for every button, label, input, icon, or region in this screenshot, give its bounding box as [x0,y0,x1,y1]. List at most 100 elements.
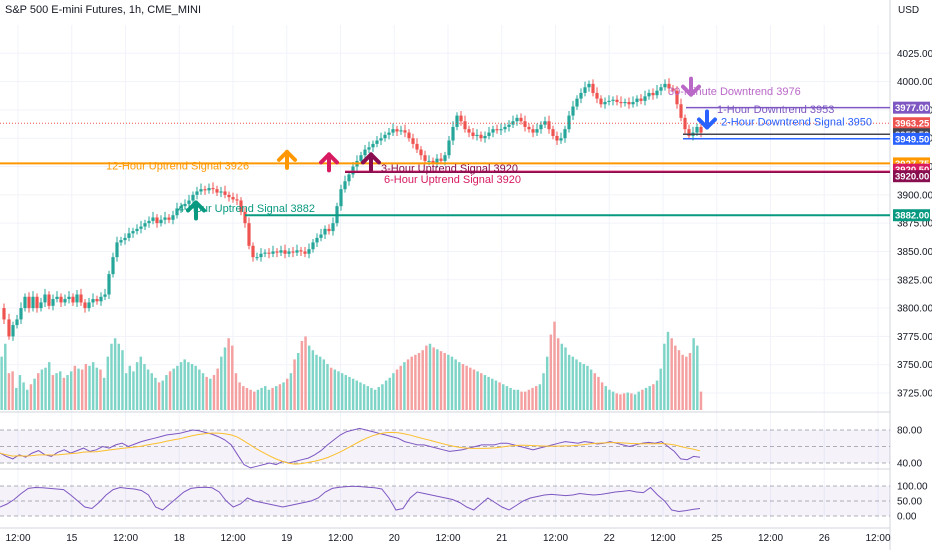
candle-body [35,296,39,309]
volume-bar [216,368,219,410]
x-axis-labels: 12:00 15 12:00 18 12:00 19 12:00 20 12:00 21 12:00… [5,533,890,544]
x-tick-label: 12:00 [328,533,353,544]
volume-bar [359,382,362,410]
volume-bar [553,321,556,410]
x-tick-label: 22 [604,533,616,544]
candle-body [251,245,255,258]
arrow-12h-up-icon [277,149,297,170]
candle-body [615,99,619,102]
volume-bar [143,364,146,410]
candle-body [239,200,243,212]
candle-body [687,129,691,136]
candle-body [71,296,75,303]
x-tick-label: 12:00 [650,533,675,544]
candle-body [695,126,699,133]
volume-bar [242,386,245,410]
candle-body [99,296,103,302]
candle-body [147,220,151,224]
candle-body [259,253,263,258]
candle-body [551,129,555,136]
candle-body [479,134,483,139]
volume-bar [307,345,311,410]
volume-bar [472,369,476,410]
volume-bar [264,386,267,410]
volume-bar [384,380,388,410]
volume-bar [348,376,351,410]
volume-bar [355,380,359,410]
volume-bar [55,373,58,410]
volume-bar [333,369,337,410]
volume-bar [77,368,80,410]
volume-bar [304,336,307,410]
volume-bar [362,384,366,410]
candle-body [307,249,311,254]
candle-body [407,132,411,139]
candle-body [635,98,639,102]
price-badge-label: 3920.00 [895,172,929,183]
volume-bar [465,365,468,410]
candle-body [699,126,703,133]
candle-body [575,98,579,107]
volume-bar [611,391,615,410]
candlesticks [2,78,703,341]
volume-bar [395,369,399,410]
annotation-label: 30-Minute Downtrend 3976 [668,86,801,98]
volume-bar [593,373,597,410]
volume-bar [337,371,340,410]
candle-body [403,130,407,133]
volume-bar [498,382,501,410]
volume-bar [99,369,102,410]
price-badge-label: 3963.25 [895,119,930,130]
volume-bar [293,359,296,410]
annotation-label: 1-Hour Downtrend 3953 [717,104,834,116]
candle-body [555,135,559,141]
volume-bar [527,389,531,410]
candle-body [435,158,439,164]
x-tick-label: 20 [389,533,401,544]
rsi-ma-line [0,431,701,465]
candle-body [543,121,547,125]
volume-bar [260,387,263,410]
volume-bar [447,354,450,410]
candle-body [351,166,355,175]
volume-bar [212,375,216,410]
candle-body [2,308,6,320]
volume-bar [366,386,370,410]
candle-body [39,302,43,309]
candle-body [31,296,35,309]
candle-body [639,98,643,101]
volume-bar [157,382,161,410]
volume-bar [633,394,637,410]
candle-body [611,99,615,101]
volume-bar [311,350,315,410]
volume-bar [139,356,142,410]
candle-body [75,294,79,303]
volume-bar [630,393,633,410]
candle-body [347,174,351,182]
volume-bar [0,356,3,410]
volume-bar [165,375,168,410]
volume-bar [117,343,121,410]
volume-bar [597,376,600,410]
candle-body [603,102,607,105]
volume-bar [567,354,571,410]
candle-body [487,132,491,136]
candle-body [387,132,391,135]
candle-body [659,87,663,91]
annotation-label: 2-Hour Downtrend Signal 3950 [721,117,872,129]
candle-body [627,102,631,105]
annotation-label: 4-Hour Uptrend Signal 3882 [178,203,315,215]
price-badges: 3977.003963.253953.503949.503927.753920.… [893,101,930,222]
candle-body [47,294,51,306]
volume-bar [201,373,205,410]
candle-body [631,102,635,105]
volume-bar [538,384,542,410]
candle-body [583,87,587,93]
volume-bar [696,345,699,410]
candle-body [651,92,655,96]
annotation-label: 12-Hour Uptrend Signal 3926 [106,160,249,172]
volume-bar [469,367,472,410]
candle-body [191,194,195,201]
horizontal-levels [0,106,890,217]
volume-bar [7,373,11,410]
